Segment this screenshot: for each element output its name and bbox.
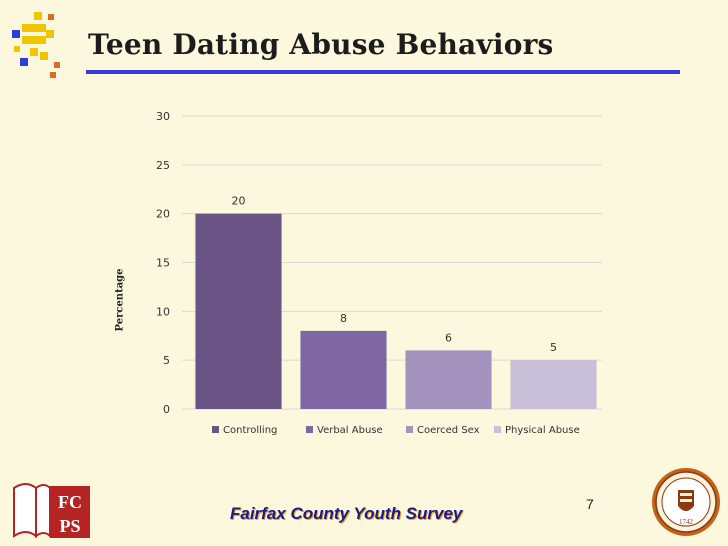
y-tick-label: 15 <box>156 257 170 270</box>
y-tick-label: 25 <box>156 159 170 172</box>
y-tick-label: 30 <box>156 110 170 123</box>
page-number: 7 <box>586 496 594 512</box>
bar-coerced-sex <box>405 350 492 409</box>
slide-title: Teen Dating Abuse Behaviors <box>88 28 554 61</box>
data-label: 20 <box>232 195 246 208</box>
y-tick-label: 10 <box>156 305 170 318</box>
y-axis-ticks: 0 5 10 15 20 25 30 <box>156 110 170 416</box>
seal-year: 1742 <box>679 518 694 526</box>
fcps-logo-text-top: FC <box>58 492 82 512</box>
legend-label: Verbal Abuse <box>317 425 383 436</box>
y-tick-label: 5 <box>163 354 170 367</box>
bar-verbal-abuse <box>300 330 387 409</box>
bar-physical-abuse <box>510 360 597 409</box>
y-tick-label: 0 <box>163 403 170 416</box>
legend-swatch <box>406 426 413 433</box>
legend-label: Controlling <box>223 425 277 436</box>
y-axis-label: Percentage <box>114 268 126 332</box>
data-label: 6 <box>445 331 452 344</box>
legend-swatch <box>494 426 501 433</box>
title-rule <box>86 70 680 74</box>
fcps-logo-text-bottom: PS <box>59 516 80 536</box>
fcps-logo: FC PS <box>13 483 90 539</box>
legend-swatch <box>212 426 219 433</box>
y-tick-label: 20 <box>156 208 170 221</box>
legend-label: Physical Abuse <box>505 425 580 436</box>
bars <box>195 213 597 409</box>
legend: Controlling Verbal Abuse Coerced Sex Physic… <box>212 425 580 436</box>
footer-text: Fairfax County Youth Survey <box>230 504 463 523</box>
bar-controlling <box>195 213 282 409</box>
data-label: 5 <box>550 341 557 354</box>
data-labels: 20 8 6 5 <box>232 195 558 355</box>
bar-chart: 0 5 10 15 20 25 30 20 8 6 5 Controlling Verbal Abu… <box>156 110 602 436</box>
legend-swatch <box>306 426 313 433</box>
legend-label: Coerced Sex <box>417 425 480 436</box>
county-seal: 1742 <box>652 468 720 536</box>
pixel-decoration <box>12 12 60 78</box>
data-label: 8 <box>340 312 347 325</box>
